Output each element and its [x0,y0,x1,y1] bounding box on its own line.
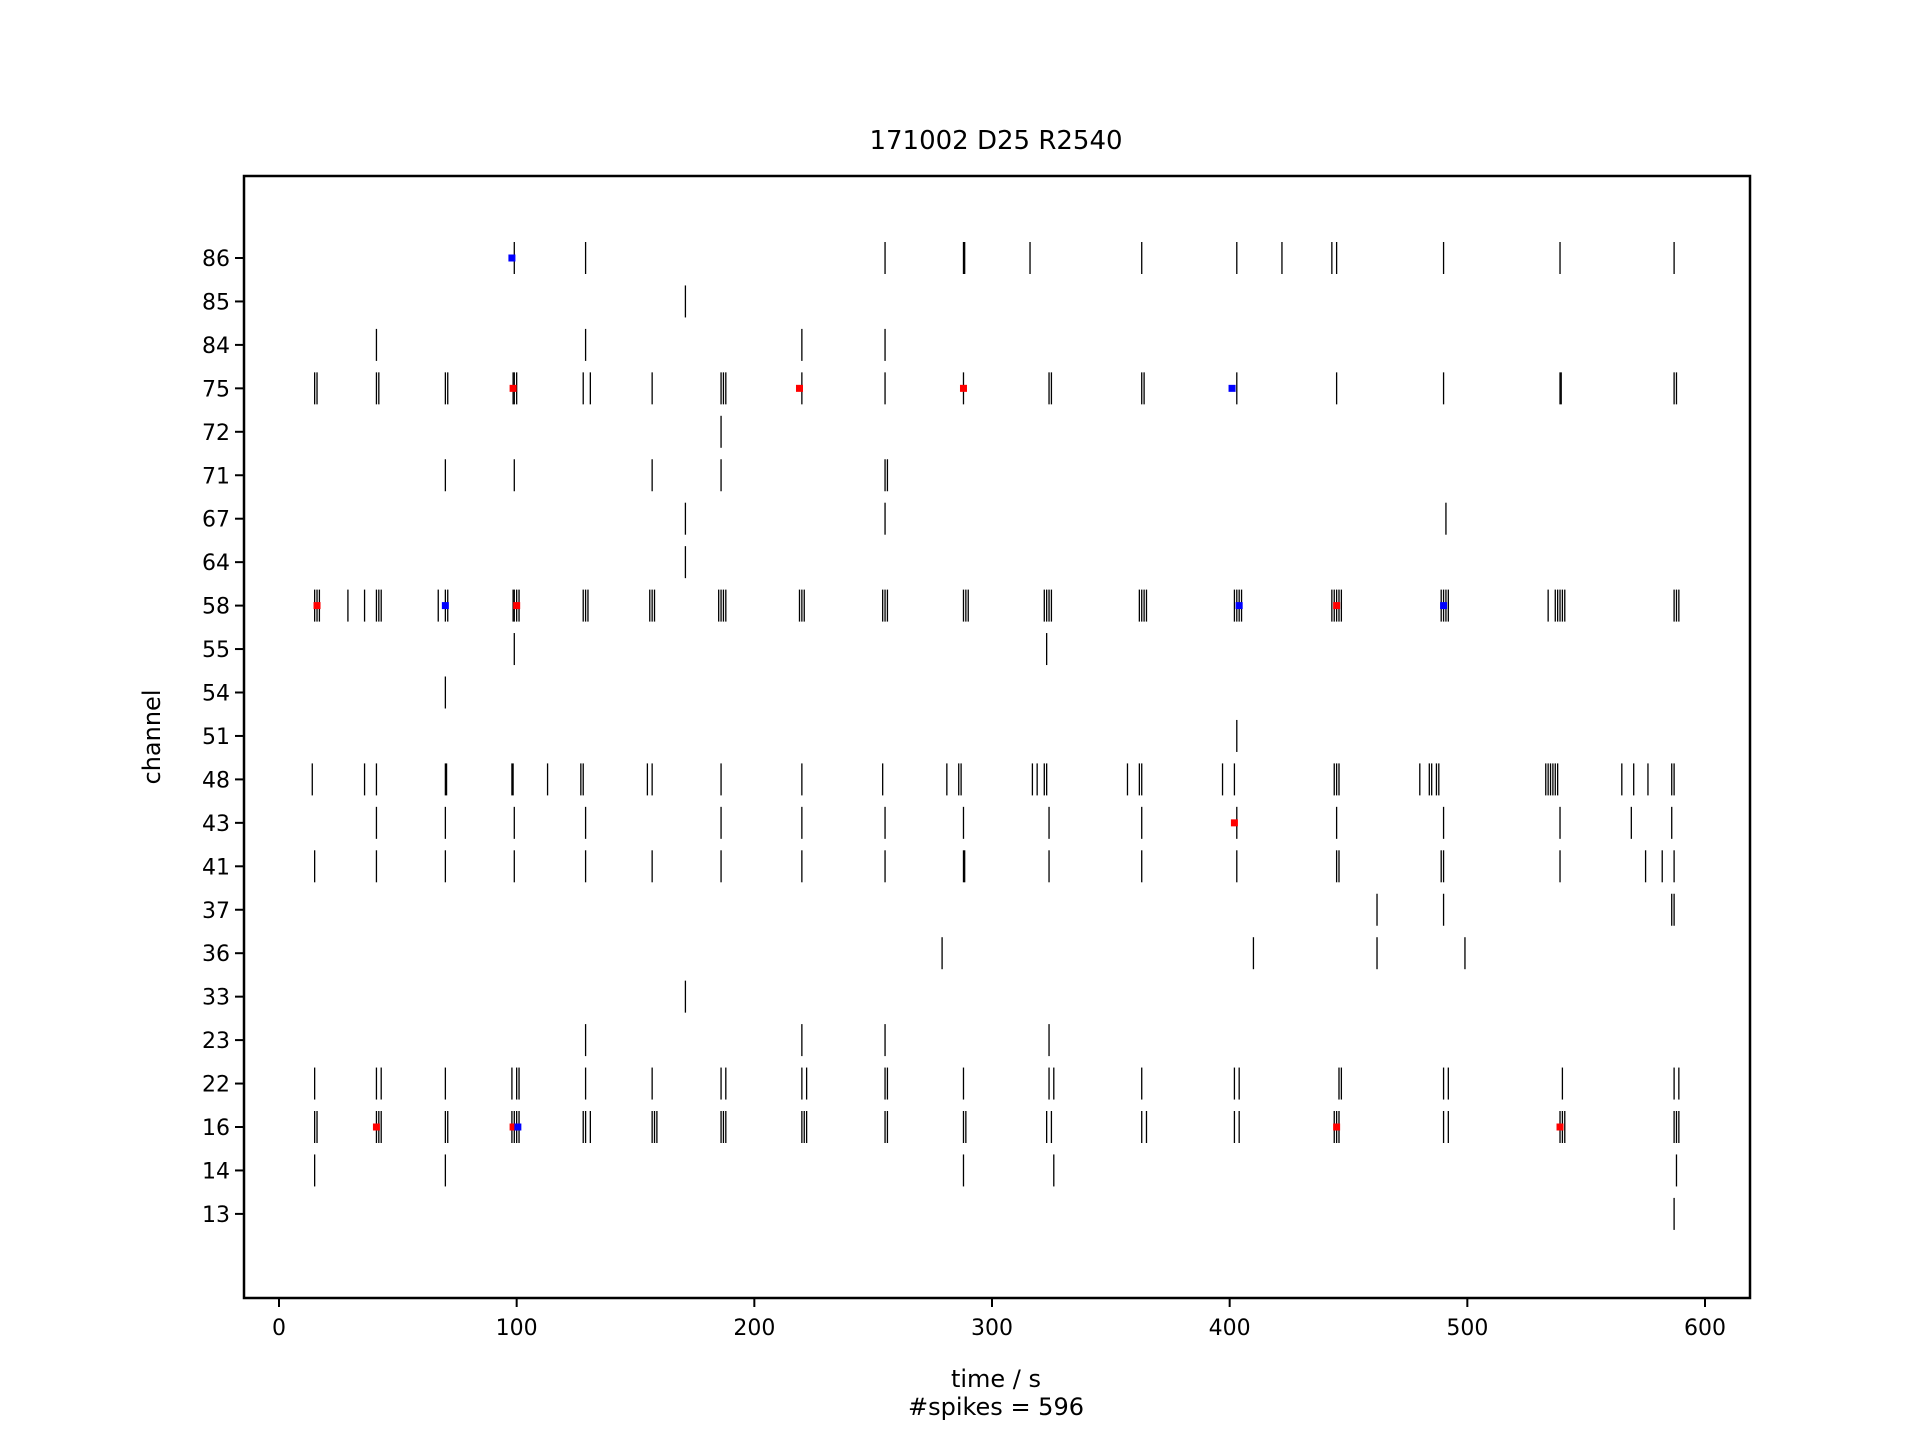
event-marker-red [1230,819,1238,827]
event-marker-blue [1440,602,1448,610]
y-tick-label: 22 [202,1073,230,1098]
y-tick-label: 41 [202,855,230,880]
y-tick-label: 13 [202,1203,230,1228]
event-marker-red [509,384,517,392]
y-tick-label: 48 [202,768,230,793]
event-marker-red [513,602,521,610]
y-tick-label: 33 [202,986,230,1011]
x-tick-label: 400 [1209,1316,1251,1341]
y-axis-label: channel [138,690,166,785]
event-marker-blue [1235,602,1243,610]
event-marker-blue [514,1123,522,1131]
y-tick-label: 86 [202,247,230,272]
spikes-layer [311,242,1680,1230]
y-tick-label: 23 [202,1029,230,1054]
axes-frame [242,174,1752,1300]
y-tick-label: 85 [202,290,230,315]
event-marker-blue [441,602,449,610]
x-tick-label: 200 [733,1316,775,1341]
event-marker-red [1333,1123,1341,1131]
event-marker-red [1333,602,1341,610]
y-tick-label: 64 [202,551,230,576]
y-tick-label: 58 [202,595,230,620]
event-marker-red [372,1123,380,1131]
x-tick-label: 600 [1684,1316,1726,1341]
y-tick-label: 54 [202,682,230,707]
event-marker-red [795,384,803,392]
y-tick-label: 51 [202,725,230,750]
event-marker-red [1556,1123,1564,1131]
spike-count-label: #spikes = 596 [908,1393,1084,1421]
x-tick-label: 100 [496,1316,538,1341]
event-marker-red [959,384,967,392]
y-tick-label: 14 [202,1159,230,1184]
event-marker-blue [1228,384,1236,392]
y-tick-label: 84 [202,334,230,359]
y-tick-label: 71 [202,464,230,489]
x-axis: 0 100 200 300 400 500 600 [272,1298,1726,1341]
y-tick-label: 75 [202,377,230,402]
event-marker-blue [508,254,516,262]
markers-layer [313,254,1564,1131]
y-tick-label: 43 [202,812,230,837]
event-marker-red [313,602,321,610]
x-axis-label: time / s [951,1365,1041,1393]
y-tick-label: 72 [202,421,230,446]
x-tick-label: 500 [1446,1316,1488,1341]
y-tick-label: 67 [202,508,230,533]
y-axis: 86 85 84 75 72 71 67 64 58 55 54 51 48 43 41 37 36 33 23 22… [202,247,244,1228]
x-tick-label: 0 [272,1316,286,1341]
x-tick-label: 300 [971,1316,1013,1341]
chart-title: 171002 D25 R2540 [869,126,1122,156]
event-marker-red [509,1123,517,1131]
y-tick-label: 55 [202,638,230,663]
y-tick-label: 37 [202,899,230,924]
y-tick-label: 36 [202,942,230,967]
y-tick-label: 16 [202,1116,230,1141]
